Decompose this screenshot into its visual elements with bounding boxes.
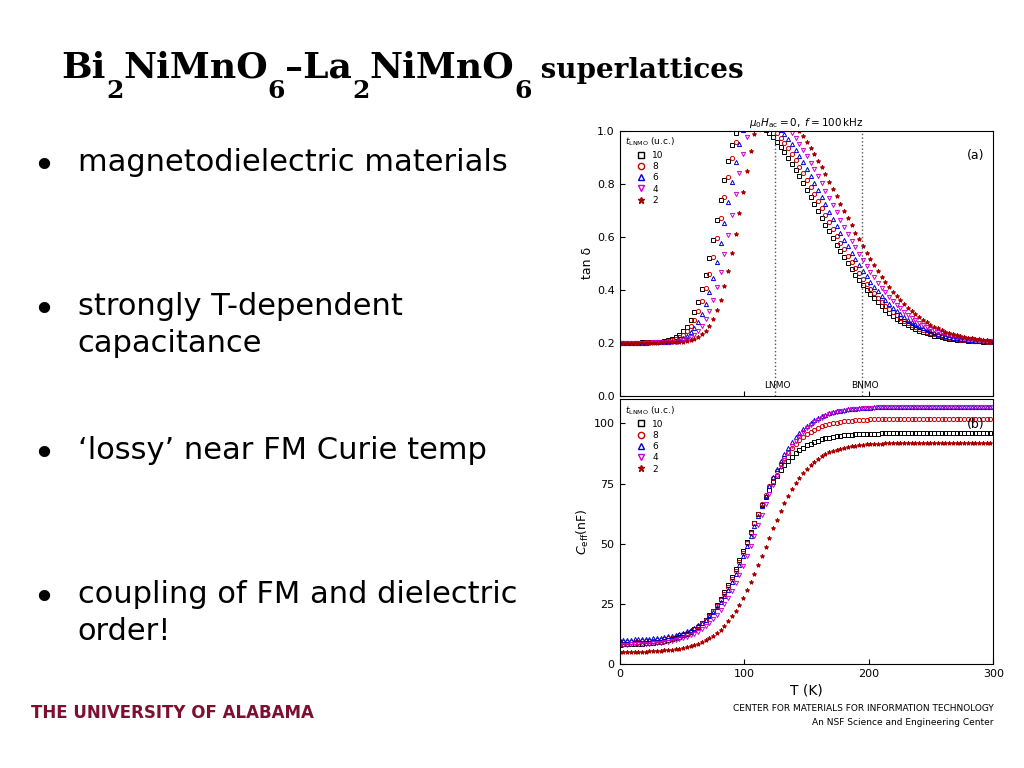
Text: NiMnO: NiMnO	[123, 51, 268, 84]
Legend: 10, 8, 6, 4, 2: 10, 8, 6, 4, 2	[622, 132, 679, 208]
Text: coupling of FM and dielectric
order!: coupling of FM and dielectric order!	[78, 580, 517, 646]
Text: –La: –La	[286, 51, 352, 84]
Text: •: •	[32, 580, 55, 617]
Text: 2: 2	[105, 79, 123, 103]
Text: ‘lossy’ near FM Curie temp: ‘lossy’ near FM Curie temp	[78, 436, 486, 465]
Text: strongly T-dependent
capacitance: strongly T-dependent capacitance	[78, 292, 402, 358]
Y-axis label: $C_{\rm eff}$(nF): $C_{\rm eff}$(nF)	[574, 508, 591, 555]
Text: (a): (a)	[967, 149, 985, 162]
Text: superlattices: superlattices	[531, 57, 744, 84]
X-axis label: T (K): T (K)	[791, 684, 822, 697]
Text: Bi: Bi	[61, 51, 105, 84]
Text: magnetodielectric materials: magnetodielectric materials	[78, 148, 508, 177]
Text: THE UNIVERSITY OF ALABAMA: THE UNIVERSITY OF ALABAMA	[31, 704, 313, 723]
Text: CENTER FOR MATERIALS FOR INFORMATION TECHNOLOGY
An NSF Science and Engineering C: CENTER FOR MATERIALS FOR INFORMATION TEC…	[732, 704, 993, 727]
Text: •: •	[32, 292, 55, 330]
Text: (b): (b)	[967, 418, 985, 431]
Text: LNMO: LNMO	[765, 381, 791, 389]
Text: 6: 6	[514, 79, 531, 103]
Text: BNMO: BNMO	[851, 381, 879, 389]
Text: 6: 6	[268, 79, 286, 103]
Text: 2: 2	[352, 79, 370, 103]
Text: •: •	[32, 148, 55, 187]
Text: •: •	[32, 436, 55, 474]
Legend: 10, 8, 6, 4, 2: 10, 8, 6, 4, 2	[622, 401, 679, 477]
Y-axis label: tan δ: tan δ	[582, 247, 594, 279]
Text: NiMnO: NiMnO	[370, 51, 514, 84]
Title: $\mu_0 H_{\rm ac} = 0,\; f = 100\,{\rm kHz}$: $\mu_0 H_{\rm ac} = 0,\; f = 100\,{\rm k…	[750, 117, 863, 131]
